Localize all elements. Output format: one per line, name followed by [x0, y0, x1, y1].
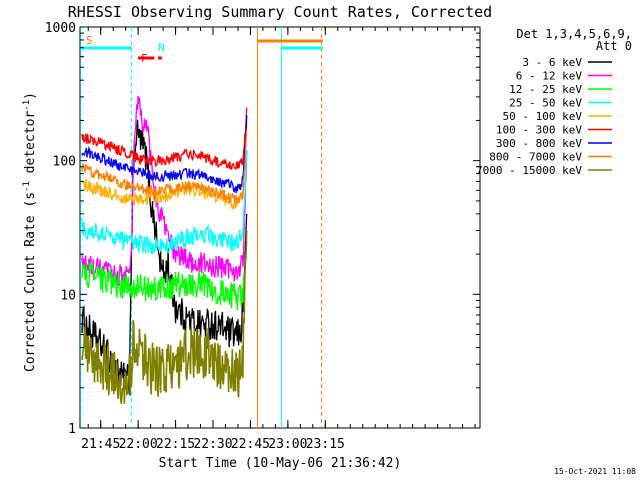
flag-f: F [141, 52, 148, 65]
legend-label: 6 - 12 keV [516, 70, 583, 83]
legend-label: 12 - 25 keV [509, 83, 582, 96]
flag-n: N [158, 41, 165, 54]
legend-header-1: Det 1,3,4,5,6,9, [516, 27, 632, 41]
y-axis-label-end: ) [23, 92, 38, 100]
legend-label: 800 - 7000 keV [489, 151, 582, 164]
y-axis-label-mid: detector [23, 111, 38, 182]
y-axis-label-exp2: -1 [22, 100, 32, 111]
y-axis-label: Corrected Count Rate (s-1 detector-1) [22, 92, 38, 372]
flag-s: S [86, 34, 93, 47]
legend-header-2: Att 0 [596, 39, 632, 53]
x-tick-label: 22:30 [193, 437, 232, 452]
series-line [81, 241, 248, 311]
y-tick-label: 1000 [45, 21, 76, 36]
x-tick-label: 21:45 [81, 437, 120, 452]
series-line [81, 107, 248, 171]
series-line [81, 150, 248, 255]
series-line [81, 230, 248, 404]
legend-label: 25 - 50 keV [509, 97, 582, 110]
x-tick-label: 23:15 [306, 437, 345, 452]
timestamp: 15-Oct-2021 11:08 [554, 467, 636, 476]
plot-area: S NF [80, 27, 323, 428]
x-tick-label: 22:45 [231, 437, 270, 452]
x-tick-label: 22:00 [119, 437, 158, 452]
legend-label: 50 - 100 keV [503, 110, 583, 123]
y-tick-label: 100 [53, 155, 76, 170]
series-line [81, 95, 248, 287]
x-tick-label: 22:15 [156, 437, 195, 452]
x-axis-label: Start Time (10-May-06 21:36:42) [159, 456, 402, 471]
y-axis-label-main: Corrected Count Rate (s [23, 192, 38, 372]
y-axis-label-exp: -1 [22, 181, 32, 192]
chart-title: RHESSI Observing Summary Count Rates, Co… [68, 3, 492, 21]
series-line [81, 119, 248, 395]
series-line [81, 114, 248, 194]
legend-label: 300 - 800 keV [496, 137, 582, 150]
legend-label: 100 - 300 keV [496, 124, 582, 137]
plot-frame [79, 26, 481, 429]
y-tick-label: 10 [60, 288, 76, 303]
y-tick-label: 1 [68, 422, 76, 437]
x-tick-label: 23:00 [268, 437, 307, 452]
legend-label: 3 - 6 keV [522, 56, 582, 69]
y-axis: 1 10 100 1000 [45, 21, 480, 437]
series-line [81, 129, 248, 205]
legend-label: 7000 - 15000 keV [476, 164, 582, 177]
